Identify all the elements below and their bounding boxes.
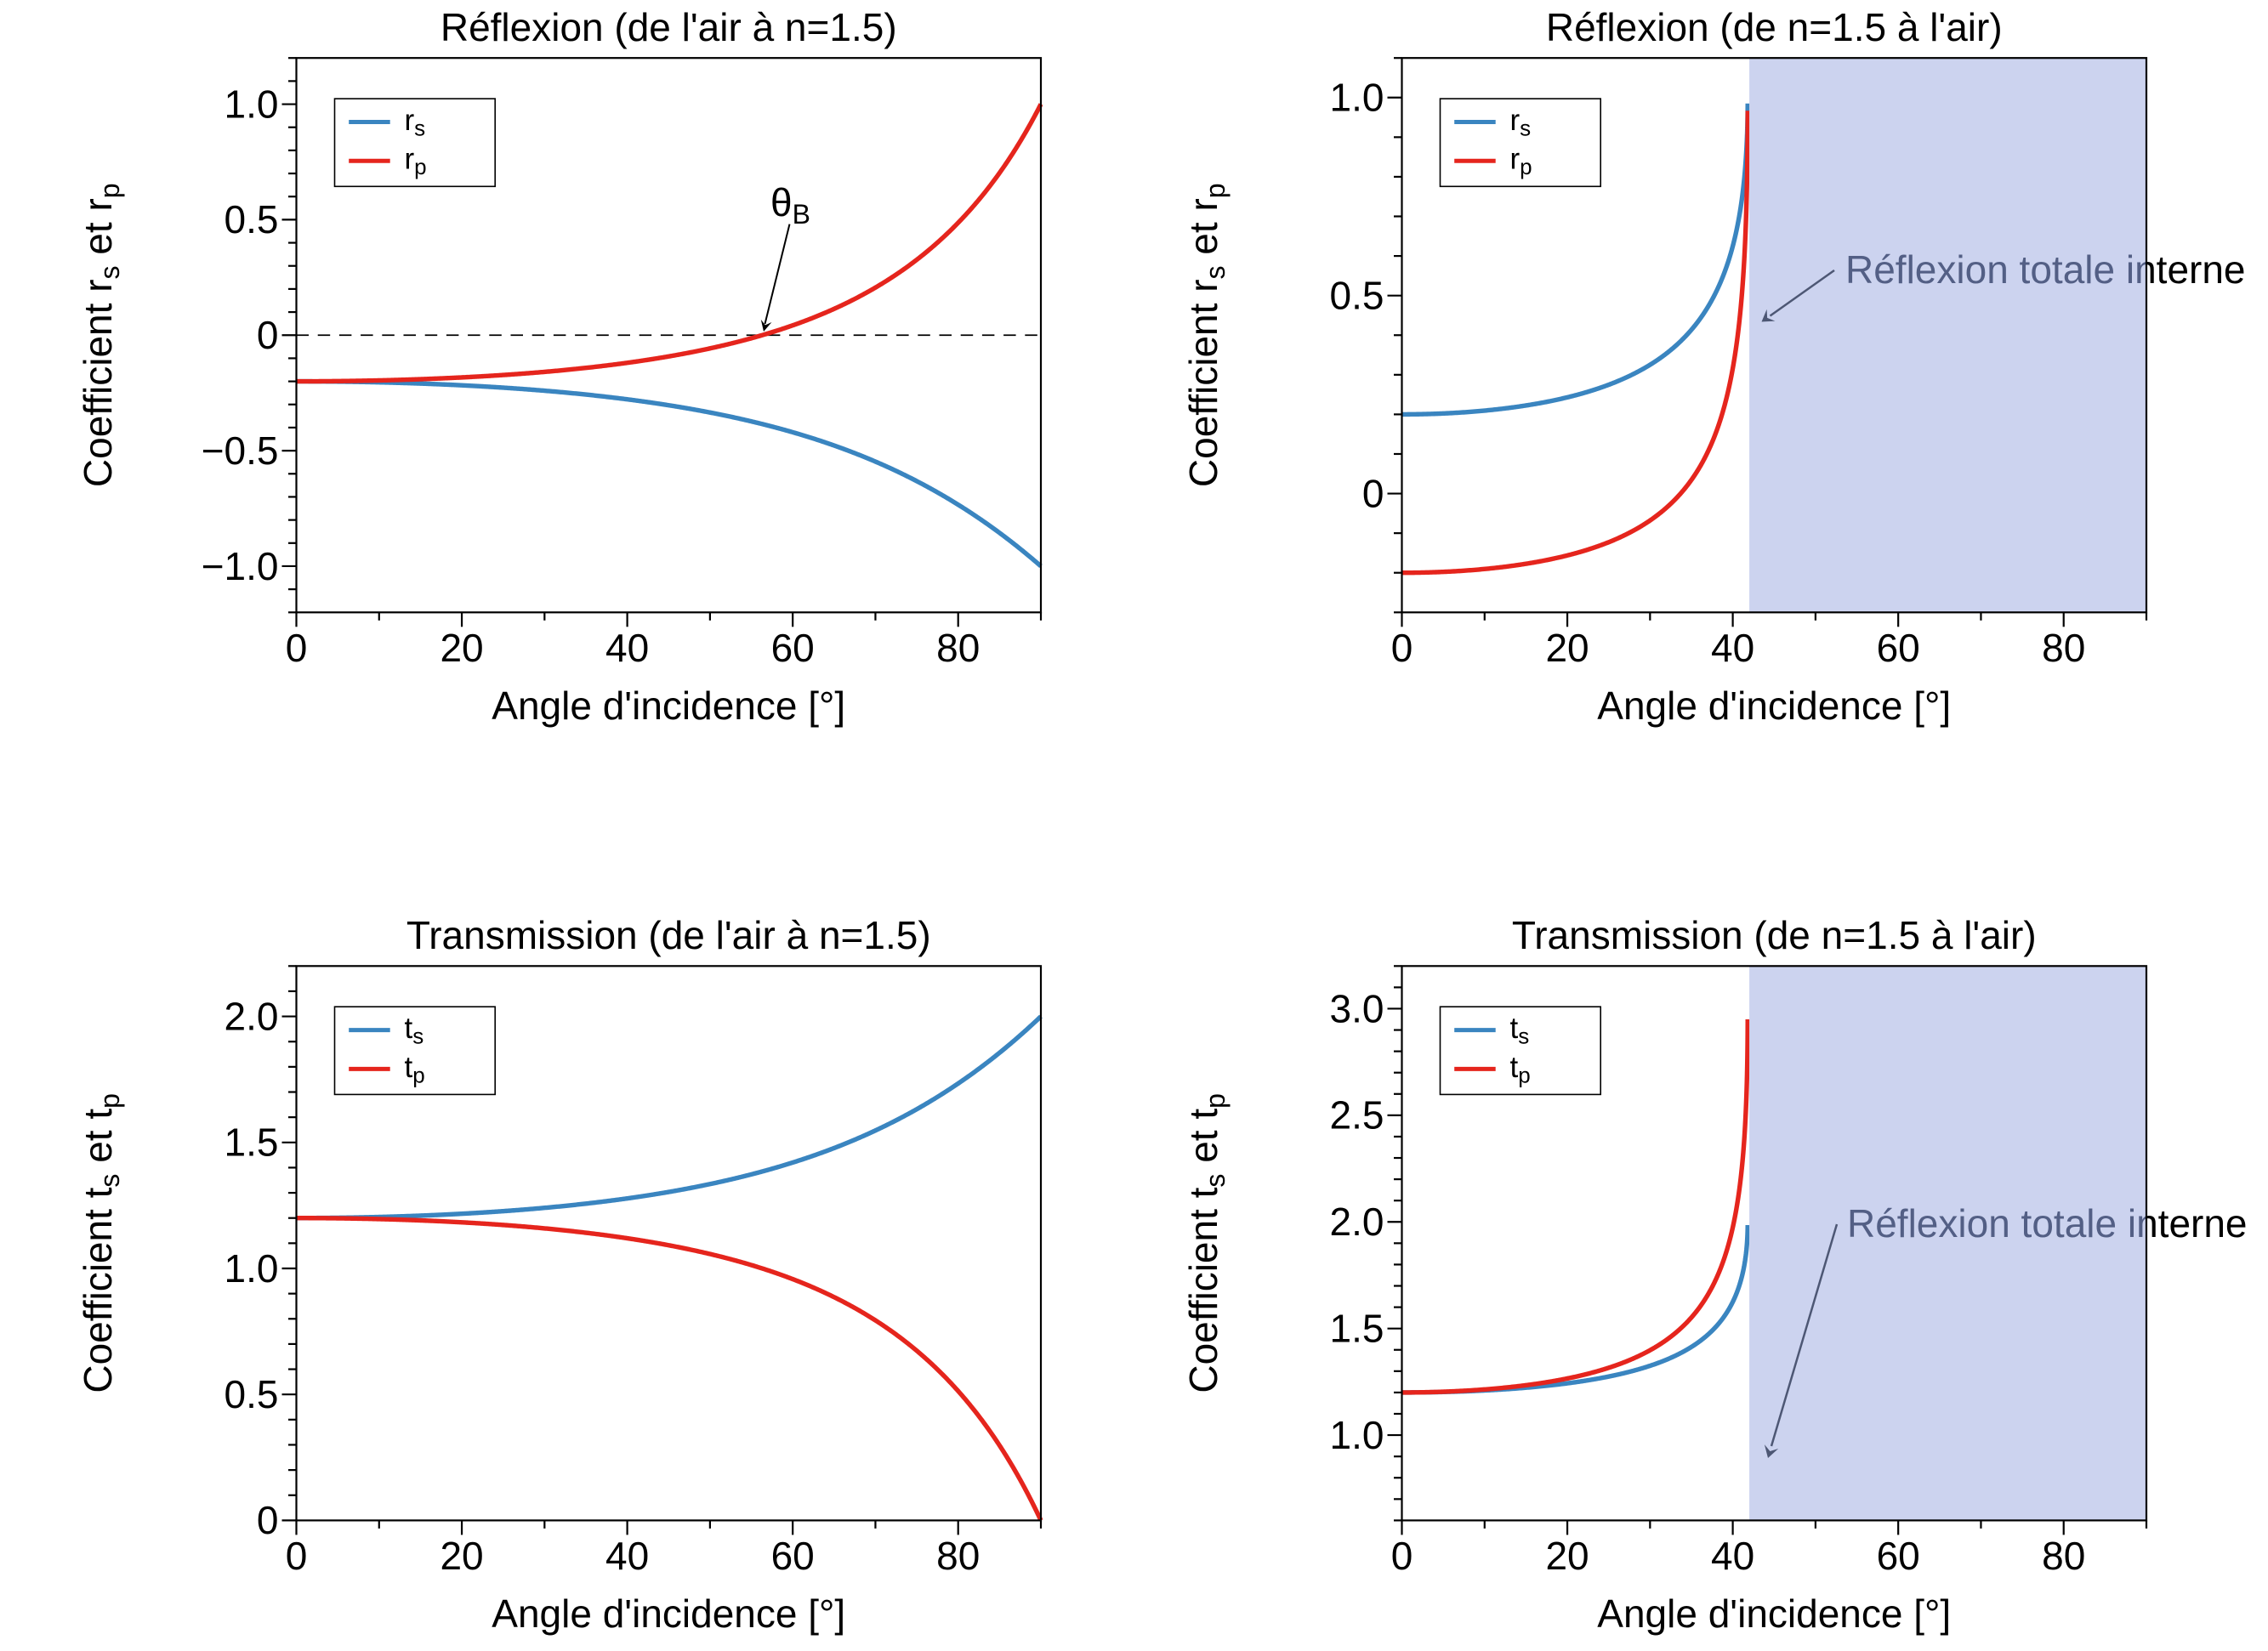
svg-text:40: 40	[605, 626, 649, 670]
svg-text:20: 20	[440, 1534, 483, 1578]
svg-text:Réflexion (de l'air à n=1.5): Réflexion (de l'air à n=1.5)	[441, 5, 897, 49]
svg-text:1.0: 1.0	[1330, 1413, 1384, 1457]
svg-text:80: 80	[2042, 626, 2085, 670]
svg-text:40: 40	[1711, 1534, 1754, 1578]
svg-text:1.0: 1.0	[225, 82, 279, 126]
svg-text:3.0: 3.0	[1330, 986, 1384, 1030]
svg-text:0: 0	[1391, 1534, 1413, 1578]
svg-text:1.0: 1.0	[225, 1246, 279, 1291]
svg-text:Angle d'incidence [°]: Angle d'incidence [°]	[1597, 684, 1951, 728]
svg-text:60: 60	[1877, 1534, 1920, 1578]
svg-text:20: 20	[1545, 1534, 1589, 1578]
svg-text:0: 0	[257, 313, 279, 357]
svg-text:0: 0	[257, 1498, 279, 1542]
svg-text:Coefficient ts et tp: Coefficient ts et tp	[76, 1093, 125, 1393]
svg-text:Angle d'incidence [°]: Angle d'incidence [°]	[1597, 1591, 1951, 1636]
svg-text:Réflexion totale interne: Réflexion totale interne	[1847, 1201, 2248, 1245]
svg-text:Transmission (de l'air à n=1.5: Transmission (de l'air à n=1.5)	[406, 913, 931, 957]
svg-text:0: 0	[1362, 471, 1384, 515]
svg-text:Réflexion (de n=1.5 à l'air): Réflexion (de n=1.5 à l'air)	[1546, 5, 2003, 49]
svg-text:0.5: 0.5	[225, 1372, 279, 1416]
svg-text:0: 0	[286, 626, 308, 670]
svg-text:40: 40	[1711, 626, 1754, 670]
svg-text:0: 0	[1391, 626, 1413, 670]
svg-text:1.0: 1.0	[1330, 76, 1384, 120]
svg-text:60: 60	[771, 1534, 815, 1578]
svg-text:Angle d'incidence [°]: Angle d'incidence [°]	[492, 1591, 845, 1636]
svg-text:80: 80	[936, 626, 980, 670]
svg-text:0.5: 0.5	[225, 197, 279, 241]
svg-text:40: 40	[605, 1534, 649, 1578]
svg-text:−1.0: −1.0	[202, 544, 279, 588]
svg-text:Réflexion totale interne: Réflexion totale interne	[1845, 247, 2246, 292]
svg-text:80: 80	[936, 1534, 980, 1578]
svg-text:2.5: 2.5	[1330, 1093, 1384, 1138]
svg-text:Angle d'incidence [°]: Angle d'incidence [°]	[492, 684, 845, 728]
svg-text:1.5: 1.5	[225, 1121, 279, 1165]
svg-text:Réflexion totale interne: Réflexion totale interne	[1847, 1201, 2248, 1245]
svg-text:Réflexion totale interne: Réflexion totale interne	[1845, 247, 2246, 292]
svg-text:2.0: 2.0	[1330, 1200, 1384, 1244]
svg-text:Coefficient rs et rp: Coefficient rs et rp	[1181, 183, 1231, 487]
svg-text:Coefficient rs et rp: Coefficient rs et rp	[76, 183, 125, 487]
svg-text:60: 60	[1877, 626, 1920, 670]
svg-text:20: 20	[1545, 626, 1589, 670]
svg-text:20: 20	[440, 626, 483, 670]
svg-text:80: 80	[2042, 1534, 2085, 1578]
svg-text:2.0: 2.0	[225, 994, 279, 1038]
svg-text:Coefficient ts et tp: Coefficient ts et tp	[1181, 1093, 1231, 1393]
svg-text:1.5: 1.5	[1330, 1306, 1384, 1350]
svg-text:0: 0	[286, 1534, 308, 1578]
svg-text:60: 60	[771, 626, 815, 670]
svg-text:−0.5: −0.5	[202, 428, 279, 473]
svg-text:0.5: 0.5	[1330, 273, 1384, 317]
svg-text:Transmission (de n=1.5 à l'air: Transmission (de n=1.5 à l'air)	[1512, 913, 2037, 957]
